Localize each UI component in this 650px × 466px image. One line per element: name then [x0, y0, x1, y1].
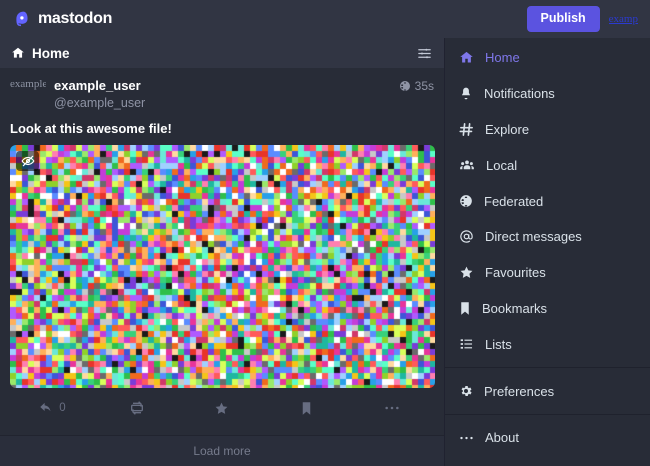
- reply-arrow-icon: [39, 401, 54, 416]
- navigation-list: Home Notifications Explore Local Federated Di…: [445, 38, 650, 456]
- nav-item-label: Home: [485, 50, 520, 66]
- media-image[interactable]: [10, 145, 435, 388]
- bell-icon: [459, 86, 473, 101]
- ellipsis-icon: [384, 405, 400, 411]
- column-header: Home: [0, 38, 444, 68]
- ellipsis-icon: [459, 435, 474, 441]
- sliders-icon[interactable]: [417, 46, 432, 61]
- boost-button[interactable]: [95, 395, 180, 421]
- nav-item-label: Explore: [485, 121, 530, 137]
- nav-item-lists[interactable]: Lists: [445, 326, 650, 362]
- profile-link[interactable]: examp: [608, 13, 638, 25]
- nav-item-label: Preferences: [484, 383, 555, 399]
- publish-button[interactable]: Publish: [526, 6, 600, 32]
- status-content: Look at this awesome file!: [10, 121, 172, 136]
- nav-item-federated[interactable]: Federated: [445, 183, 650, 219]
- nav-item-label: Lists: [485, 336, 512, 352]
- bookmark-icon: [459, 301, 471, 316]
- nav-item-label: Bookmarks: [482, 300, 548, 316]
- reply-button[interactable]: 0: [10, 395, 95, 421]
- star-icon: [214, 401, 229, 416]
- display-name[interactable]: example_user: [54, 78, 141, 93]
- status-action-bar: 0: [10, 395, 434, 421]
- timestamp[interactable]: 35s: [414, 79, 434, 93]
- nav-item-label: Local: [486, 157, 518, 173]
- home-icon: [11, 46, 25, 60]
- nav-item-preferences[interactable]: Preferences: [445, 373, 650, 409]
- nav-item-local[interactable]: Local: [445, 147, 650, 183]
- nav-item-home[interactable]: Home: [445, 40, 650, 76]
- status-header: example_user example_user @example_user …: [10, 77, 434, 113]
- mastodon-logo-icon: [14, 10, 33, 29]
- status-author: example_user @example_user: [54, 77, 145, 111]
- bookmark-button[interactable]: [264, 395, 349, 421]
- navigation-panel: Home Notifications Explore Local Federated Di…: [445, 38, 650, 466]
- nav-item-label: About: [485, 430, 519, 446]
- eye-slash-icon: [20, 154, 35, 168]
- column-header-left: Home: [11, 46, 70, 61]
- boost-icon: [129, 400, 145, 416]
- brand-wordmark: mastodon: [38, 10, 113, 27]
- reply-count: 0: [59, 402, 66, 414]
- nav-item-label: Federated: [484, 193, 544, 209]
- list-icon: [459, 337, 474, 351]
- nav-item-bookmarks[interactable]: Bookmarks: [445, 291, 650, 327]
- avatar[interactable]: example_user: [10, 78, 46, 90]
- media-hide-toggle[interactable]: [16, 151, 39, 171]
- nav-divider: [445, 413, 650, 415]
- home-icon: [459, 50, 474, 65]
- more-button[interactable]: [349, 395, 434, 421]
- status-post: example_user example_user @example_user …: [0, 68, 444, 421]
- users-icon: [459, 158, 475, 173]
- nav-divider: [445, 367, 650, 369]
- at-sign-icon: [459, 229, 474, 244]
- nav-item-label: Favourites: [485, 265, 546, 281]
- globe-icon: [459, 194, 473, 208]
- top-bar: mastodon Publish examp: [0, 0, 650, 38]
- globe-icon: [399, 80, 411, 92]
- media-attachment[interactable]: [10, 145, 435, 388]
- nav-item-label: Direct messages: [485, 229, 582, 245]
- status-meta: 35s: [399, 79, 434, 93]
- top-bar-actions: Publish examp: [526, 6, 638, 32]
- nav-item-notifications[interactable]: Notifications: [445, 76, 650, 112]
- account-handle[interactable]: @example_user: [54, 96, 146, 110]
- brand-logo[interactable]: mastodon: [14, 10, 112, 29]
- nav-item-direct-messages[interactable]: Direct messages: [445, 219, 650, 255]
- nav-item-about[interactable]: About: [445, 420, 650, 456]
- nav-item-label: Notifications: [484, 86, 555, 102]
- gear-icon: [459, 384, 473, 398]
- home-timeline-column: Home example_user: [0, 38, 445, 466]
- star-icon: [459, 265, 474, 280]
- nav-item-favourites[interactable]: Favourites: [445, 255, 650, 291]
- bookmark-icon: [300, 401, 313, 416]
- favourite-button[interactable]: [180, 395, 265, 421]
- hashtag-icon: [459, 122, 474, 137]
- nav-item-explore[interactable]: Explore: [445, 112, 650, 148]
- load-more-button[interactable]: Load more: [0, 435, 444, 466]
- columns-area: Home example_user: [0, 38, 650, 466]
- column-header-title: Home: [32, 45, 70, 61]
